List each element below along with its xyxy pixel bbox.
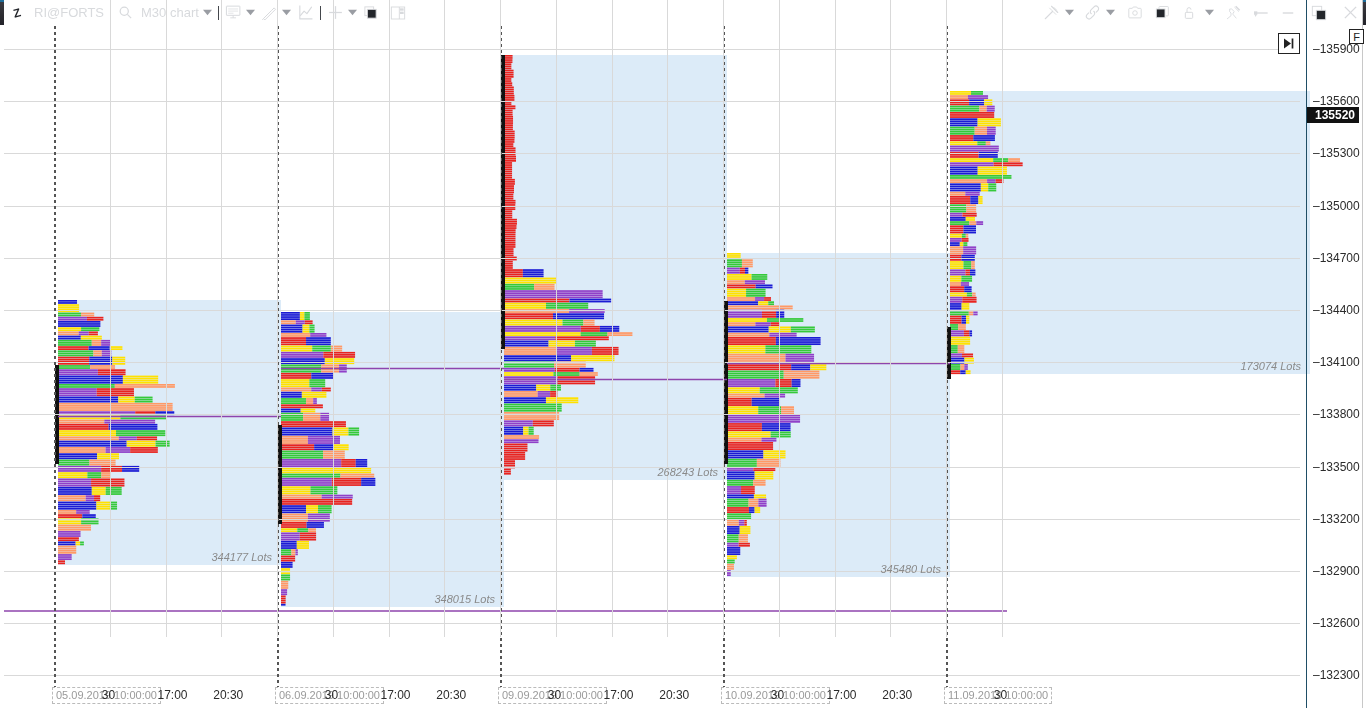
svg-text:F: F [1353, 31, 1360, 43]
